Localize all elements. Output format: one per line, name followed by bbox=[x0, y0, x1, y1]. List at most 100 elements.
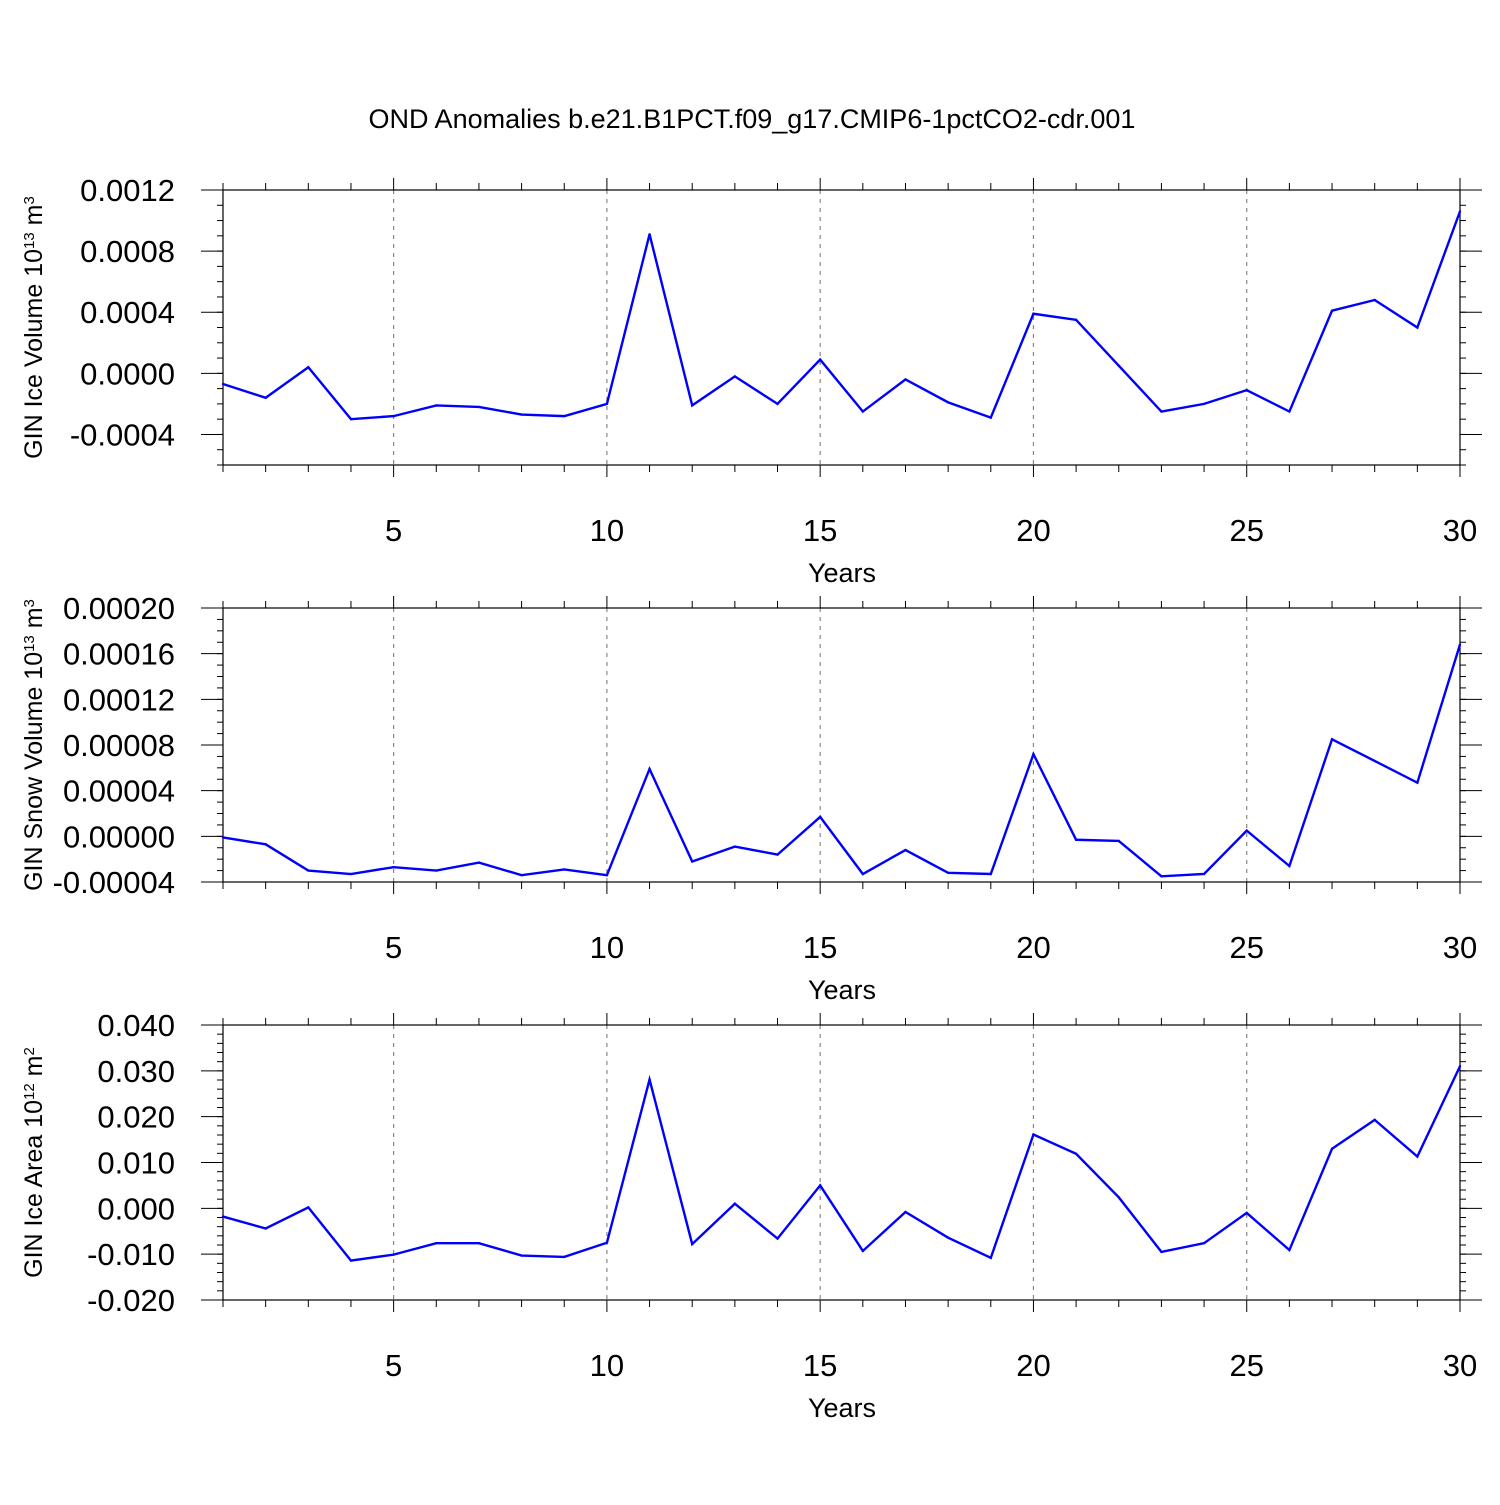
panel-ice-area: -0.020 -0.010 0.000 0.010 0.020 0.030 0.040 5 10… bbox=[20, 1008, 1482, 1423]
y-tick-label: 0.00020 bbox=[63, 591, 175, 626]
data-point bbox=[904, 378, 907, 381]
data-point bbox=[1458, 210, 1462, 213]
data-point bbox=[691, 1242, 694, 1246]
data-point bbox=[818, 1184, 822, 1187]
data-point bbox=[861, 410, 865, 413]
y-axis-label: GIN Snow Volume 1013 m3 bbox=[20, 599, 48, 891]
data-point bbox=[1330, 309, 1334, 312]
data-point bbox=[946, 1236, 950, 1239]
data-point bbox=[1117, 839, 1120, 843]
data-point bbox=[818, 358, 822, 361]
data-point bbox=[1074, 318, 1078, 322]
y-axis-label-superscript: 3 bbox=[21, 599, 38, 607]
x-axis-label: Years bbox=[808, 1393, 876, 1423]
y-axis-label-part: GIN Ice Area 10 bbox=[20, 1100, 48, 1278]
data-point bbox=[520, 1254, 523, 1257]
plot-frame bbox=[222, 607, 1461, 883]
data-point bbox=[1202, 1241, 1206, 1245]
series-line-ice-area bbox=[222, 1065, 1462, 1262]
data-point bbox=[776, 1237, 779, 1240]
data-point bbox=[221, 1215, 225, 1218]
data-point bbox=[1245, 1211, 1248, 1215]
data-point bbox=[563, 414, 566, 418]
data-point bbox=[392, 1253, 395, 1256]
data-point bbox=[520, 413, 523, 416]
data-point bbox=[605, 402, 609, 406]
data-point bbox=[1245, 829, 1248, 832]
data-point bbox=[349, 417, 353, 421]
data-point bbox=[1373, 759, 1376, 763]
data-point bbox=[861, 872, 865, 876]
data-point bbox=[648, 233, 651, 236]
y-tick-label: 0.00012 bbox=[63, 682, 175, 717]
data-point bbox=[1458, 643, 1462, 646]
data-point bbox=[989, 1256, 992, 1260]
y-tick-label: 0.010 bbox=[97, 1146, 175, 1181]
x-tick-label: 20 bbox=[1016, 930, 1050, 965]
data-point bbox=[989, 872, 992, 876]
data-point bbox=[605, 873, 609, 877]
y-tick-label: -0.0004 bbox=[70, 417, 175, 452]
y-tick-label: 0.040 bbox=[97, 1008, 175, 1043]
data-point bbox=[392, 414, 395, 418]
data-point bbox=[946, 871, 950, 875]
x-axis-label: Years bbox=[808, 558, 876, 588]
data-point bbox=[1288, 1248, 1291, 1252]
x-tick-label: 25 bbox=[1229, 930, 1263, 965]
data-point bbox=[1032, 1133, 1035, 1136]
data-point bbox=[1202, 402, 1206, 406]
y-tick-label: 0.00000 bbox=[63, 819, 175, 854]
y-axis-label-superscript: 12 bbox=[21, 1083, 38, 1100]
data-point bbox=[307, 366, 310, 369]
data-point bbox=[477, 1241, 481, 1245]
figure-title: OND Anomalies b.e21.B1PCT.f09_g17.CMIP6-… bbox=[369, 104, 1136, 134]
data-point bbox=[1202, 872, 1206, 876]
y-axis-label: GIN Ice Area 1012 m2 bbox=[20, 1047, 48, 1278]
data-point bbox=[307, 869, 310, 872]
data-point bbox=[563, 1255, 566, 1259]
data-point bbox=[691, 404, 694, 407]
x-tick-label: 20 bbox=[1016, 513, 1050, 548]
data-point bbox=[264, 1227, 267, 1230]
data-point bbox=[691, 860, 694, 863]
data-point bbox=[1245, 388, 1248, 392]
x-tick-label: 10 bbox=[590, 930, 624, 965]
data-point bbox=[733, 1202, 737, 1205]
y-axis-label-superscript: 13 bbox=[21, 635, 38, 652]
data-point bbox=[1160, 1250, 1163, 1254]
x-tick-label: 30 bbox=[1443, 1348, 1477, 1383]
data-point bbox=[563, 868, 566, 871]
y-tick-label: -0.010 bbox=[87, 1237, 175, 1272]
y-tick-label: 0.0000 bbox=[80, 356, 175, 391]
data-point bbox=[1373, 298, 1376, 302]
x-tick-label: 10 bbox=[590, 1348, 624, 1383]
series-line-ice-volume bbox=[222, 210, 1462, 421]
x-tick-label: 5 bbox=[385, 1348, 402, 1383]
y-axis-label-part: m bbox=[20, 607, 48, 635]
data-point bbox=[1032, 312, 1035, 315]
y-axis-label-part: m bbox=[20, 205, 48, 233]
data-point bbox=[1330, 738, 1334, 741]
data-point bbox=[1458, 1065, 1462, 1068]
y-tick-label: 0.00004 bbox=[63, 774, 175, 809]
x-tick-label: 25 bbox=[1229, 1348, 1263, 1383]
data-point bbox=[605, 1241, 609, 1244]
x-tick-label: 10 bbox=[590, 513, 624, 548]
x-tick-label: 5 bbox=[385, 513, 402, 548]
data-point bbox=[648, 1078, 651, 1081]
x-tick-label: 20 bbox=[1016, 1348, 1050, 1383]
data-point bbox=[1074, 838, 1078, 841]
data-point bbox=[435, 869, 438, 872]
x-tick-label: 25 bbox=[1229, 513, 1263, 548]
x-tick-label: 15 bbox=[803, 1348, 837, 1383]
data-point bbox=[904, 1210, 907, 1214]
data-point bbox=[221, 836, 225, 839]
y-tick-label: 0.020 bbox=[97, 1100, 175, 1135]
data-point bbox=[1117, 1196, 1120, 1199]
series-line-snow-volume bbox=[222, 644, 1462, 878]
panel-ice-volume: -0.0004 0.0000 0.0004 0.0008 0.0012 5 10 15 20 25… bbox=[20, 173, 1482, 588]
y-axis-label-superscript: 2 bbox=[21, 1047, 38, 1055]
panel-snow-volume: -0.00004 0.00000 0.00004 0.00008 0.00012 0.00… bbox=[20, 591, 1482, 1005]
